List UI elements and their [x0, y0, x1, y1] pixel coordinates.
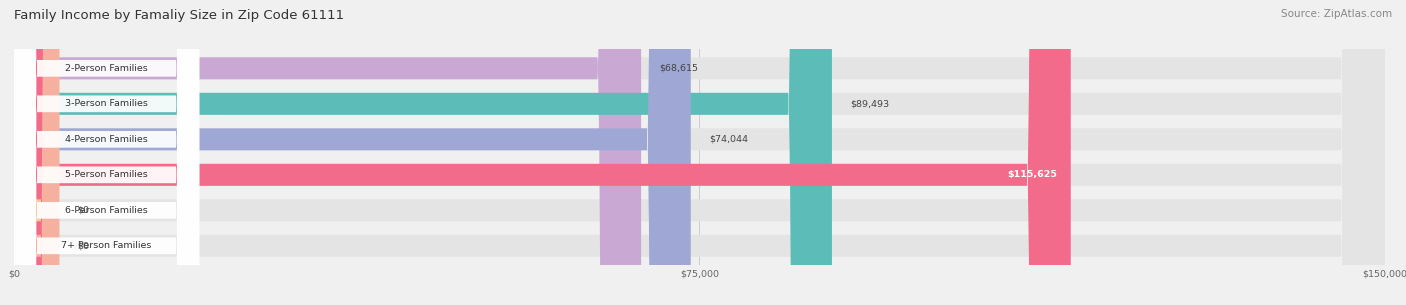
- FancyBboxPatch shape: [14, 0, 1385, 305]
- Text: Source: ZipAtlas.com: Source: ZipAtlas.com: [1281, 9, 1392, 19]
- FancyBboxPatch shape: [14, 0, 200, 305]
- Text: 7+ Person Families: 7+ Person Families: [62, 241, 152, 250]
- Text: $89,493: $89,493: [851, 99, 890, 108]
- Text: $74,044: $74,044: [709, 135, 748, 144]
- FancyBboxPatch shape: [14, 0, 200, 305]
- FancyBboxPatch shape: [14, 0, 1071, 305]
- FancyBboxPatch shape: [14, 0, 200, 305]
- FancyBboxPatch shape: [14, 0, 200, 305]
- Text: $115,625: $115,625: [1007, 170, 1057, 179]
- Text: 4-Person Families: 4-Person Families: [65, 135, 148, 144]
- Text: $0: $0: [77, 241, 90, 250]
- FancyBboxPatch shape: [14, 0, 59, 305]
- FancyBboxPatch shape: [14, 0, 1385, 305]
- Text: $0: $0: [77, 206, 90, 215]
- FancyBboxPatch shape: [14, 0, 832, 305]
- Text: Family Income by Famaliy Size in Zip Code 61111: Family Income by Famaliy Size in Zip Cod…: [14, 9, 344, 22]
- Text: 6-Person Families: 6-Person Families: [65, 206, 148, 215]
- Text: 2-Person Families: 2-Person Families: [65, 64, 148, 73]
- FancyBboxPatch shape: [14, 0, 59, 305]
- FancyBboxPatch shape: [14, 0, 641, 305]
- Text: 3-Person Families: 3-Person Families: [65, 99, 148, 108]
- FancyBboxPatch shape: [14, 0, 1385, 305]
- Text: 5-Person Families: 5-Person Families: [65, 170, 148, 179]
- FancyBboxPatch shape: [14, 0, 200, 305]
- FancyBboxPatch shape: [14, 0, 1385, 305]
- FancyBboxPatch shape: [14, 0, 200, 305]
- FancyBboxPatch shape: [14, 0, 1385, 305]
- Text: $68,615: $68,615: [659, 64, 699, 73]
- FancyBboxPatch shape: [14, 0, 1385, 305]
- FancyBboxPatch shape: [14, 0, 690, 305]
